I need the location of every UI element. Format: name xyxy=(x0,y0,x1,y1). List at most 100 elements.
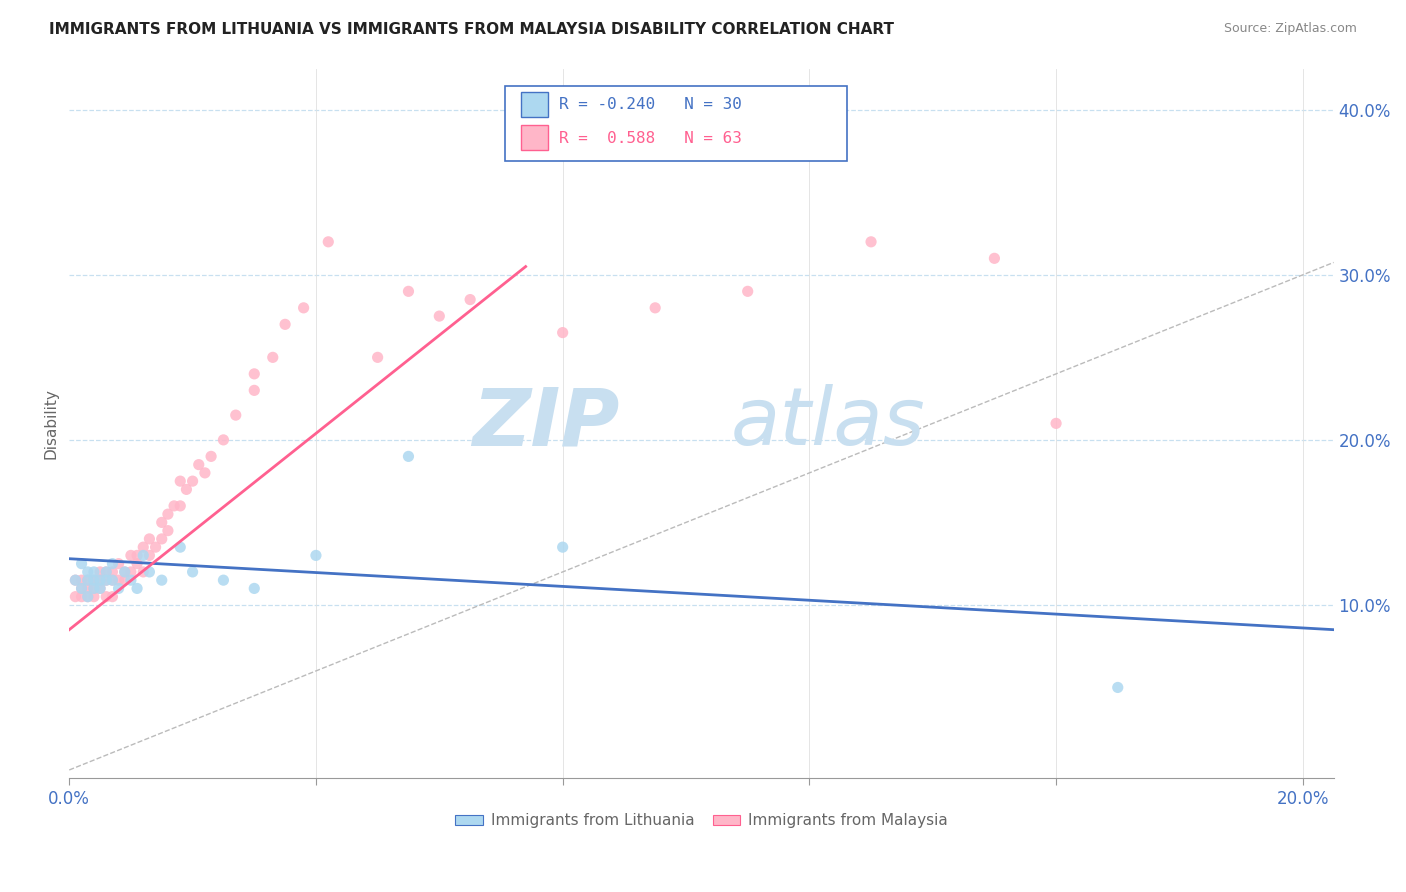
Point xyxy=(132,565,155,579)
Point xyxy=(107,557,129,571)
Point xyxy=(150,516,173,530)
Point xyxy=(114,573,136,587)
Point xyxy=(125,549,148,563)
Point xyxy=(101,590,124,604)
Point xyxy=(305,549,328,563)
Point xyxy=(316,235,339,249)
Point xyxy=(65,573,87,587)
Point xyxy=(70,582,93,596)
Point xyxy=(101,565,124,579)
Point xyxy=(120,565,142,579)
Y-axis label: Disability: Disability xyxy=(44,388,58,458)
Text: ZIP: ZIP xyxy=(472,384,619,462)
Text: R = -0.240   N = 30: R = -0.240 N = 30 xyxy=(558,97,741,112)
Point xyxy=(107,582,129,596)
Point xyxy=(243,367,266,381)
Point xyxy=(156,507,179,521)
Text: IMMIGRANTS FROM LITHUANIA VS IMMIGRANTS FROM MALAYSIA DISABILITY CORRELATION CHA: IMMIGRANTS FROM LITHUANIA VS IMMIGRANTS … xyxy=(49,22,894,37)
Point xyxy=(194,466,217,480)
Point xyxy=(83,590,105,604)
Point xyxy=(1107,681,1129,695)
Text: Source: ZipAtlas.com: Source: ZipAtlas.com xyxy=(1223,22,1357,36)
Point xyxy=(132,540,155,554)
Point xyxy=(114,565,136,579)
Point xyxy=(138,565,160,579)
Point xyxy=(96,565,118,579)
Point xyxy=(83,565,105,579)
Point xyxy=(427,309,450,323)
Point xyxy=(96,573,118,587)
Point xyxy=(65,590,87,604)
Point xyxy=(101,573,124,587)
Legend: Immigrants from Lithuania, Immigrants from Malaysia: Immigrants from Lithuania, Immigrants fr… xyxy=(450,807,953,834)
Point xyxy=(200,450,222,464)
Point xyxy=(76,590,98,604)
Point xyxy=(125,582,148,596)
Bar xyxy=(520,92,548,117)
Point xyxy=(145,540,167,554)
Point xyxy=(262,351,284,365)
Point xyxy=(737,285,759,299)
Point xyxy=(89,573,111,587)
Point xyxy=(125,557,148,571)
Point xyxy=(551,326,574,340)
Text: R =  0.588   N = 63: R = 0.588 N = 63 xyxy=(558,130,741,145)
Point xyxy=(225,408,247,422)
Point xyxy=(96,573,118,587)
Point xyxy=(114,565,136,579)
Point xyxy=(169,499,191,513)
Point xyxy=(212,433,235,447)
Point xyxy=(138,549,160,563)
Point xyxy=(89,582,111,596)
Point xyxy=(132,549,155,563)
Point xyxy=(163,499,186,513)
Point xyxy=(169,474,191,488)
Point xyxy=(1045,417,1067,431)
Point xyxy=(101,573,124,587)
Point xyxy=(983,252,1005,266)
Point xyxy=(458,293,481,307)
Point xyxy=(398,450,420,464)
Point xyxy=(860,235,883,249)
Point xyxy=(96,590,118,604)
Point xyxy=(398,285,420,299)
Point xyxy=(70,573,93,587)
Point xyxy=(551,540,574,554)
Point xyxy=(138,532,160,546)
Point xyxy=(120,573,142,587)
Point xyxy=(76,573,98,587)
Point xyxy=(243,582,266,596)
Point xyxy=(76,565,98,579)
Point xyxy=(243,384,266,398)
Point xyxy=(150,573,173,587)
Point xyxy=(70,582,93,596)
Point xyxy=(83,573,105,587)
Text: atlas: atlas xyxy=(731,384,925,462)
Point xyxy=(150,532,173,546)
Point xyxy=(76,573,98,587)
Point xyxy=(89,582,111,596)
Point xyxy=(187,458,209,472)
Point xyxy=(120,549,142,563)
Bar xyxy=(520,125,548,150)
Point xyxy=(292,301,315,315)
Point xyxy=(70,557,93,571)
Point xyxy=(65,573,87,587)
Point xyxy=(76,590,98,604)
Point xyxy=(212,573,235,587)
Point xyxy=(181,565,204,579)
Point xyxy=(89,573,111,587)
Point xyxy=(176,483,198,497)
Point xyxy=(83,582,105,596)
Point xyxy=(70,590,93,604)
Point xyxy=(83,582,105,596)
Point xyxy=(156,524,179,538)
Point xyxy=(101,557,124,571)
Point xyxy=(89,565,111,579)
Point xyxy=(367,351,389,365)
Point xyxy=(96,565,118,579)
Point xyxy=(76,582,98,596)
Point xyxy=(644,301,666,315)
FancyBboxPatch shape xyxy=(505,87,846,161)
Point xyxy=(181,474,204,488)
